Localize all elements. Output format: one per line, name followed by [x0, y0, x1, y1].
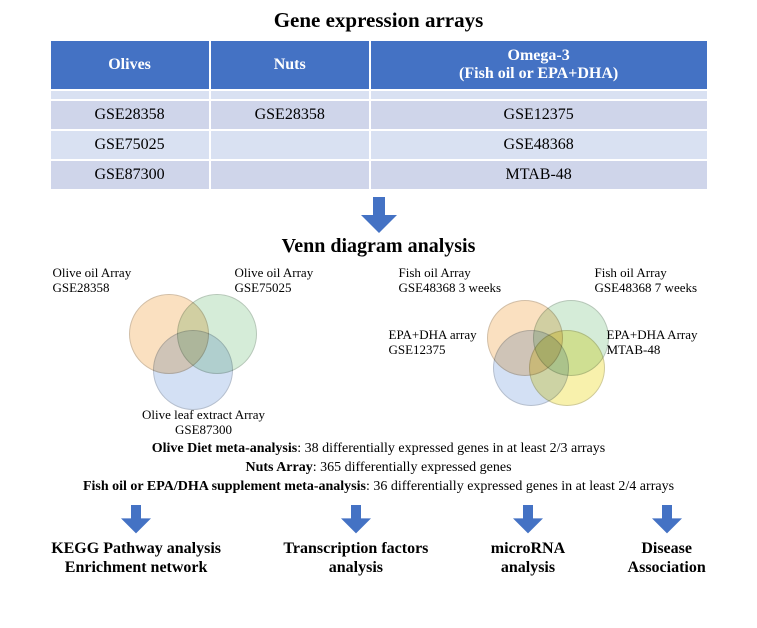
table-cell: GSE12375: [370, 100, 708, 130]
table-cell: GSE28358: [210, 100, 370, 130]
table-header: Olives: [50, 40, 210, 90]
venn-label: EPA+DHA ArrayMTAB-48: [607, 328, 717, 358]
venn-label: Olive oil ArrayGSE75025: [235, 266, 355, 296]
analysis-label: microRNAanalysis: [491, 539, 565, 577]
table-cell: [50, 90, 210, 100]
meta-line1-bold: Olive Diet meta-analysis: [152, 441, 297, 456]
expression-table: OlivesNutsOmega-3(Fish oil or EPA+DHA) G…: [49, 39, 709, 191]
venn-label: Fish oil ArrayGSE48368 3 weeks: [399, 266, 529, 296]
bottom-analyses-row: KEGG Pathway analysisEnrichment network T…: [0, 505, 757, 577]
table-cell: GSE75025: [50, 130, 210, 160]
arrow-down-icon: [359, 197, 399, 233]
venn-title: Venn diagram analysis: [0, 235, 757, 258]
meta-line1-rest: : 38 differentially expressed genes in a…: [297, 441, 605, 456]
venn-left: Olive oil ArrayGSE28358 Olive oil ArrayGS…: [49, 262, 359, 432]
arrow-down-icon: [339, 505, 373, 535]
table-cell: GSE87300: [50, 160, 210, 190]
table-row: GSE87300 MTAB-48: [50, 160, 708, 190]
analysis-column: Transcription factorsanalysis: [283, 505, 428, 577]
arrow-down-icon: [119, 505, 153, 535]
analysis-column: KEGG Pathway analysisEnrichment network: [51, 505, 221, 577]
table-cell: [210, 130, 370, 160]
venn-circle: [529, 330, 605, 406]
analysis-column: DiseaseAssociation: [628, 505, 706, 577]
venn-label: Olive oil ArrayGSE28358: [53, 266, 173, 296]
page-title: Gene expression arrays: [0, 0, 757, 39]
venn-circle: [153, 330, 233, 410]
table-row: GSE28358GSE28358GSE12375: [50, 100, 708, 130]
table-cell: GSE48368: [370, 130, 708, 160]
table-row: [50, 90, 708, 100]
venn-label: EPA+DHA arrayGSE12375: [389, 328, 507, 358]
table-cell: [370, 90, 708, 100]
venn-label: Fish oil ArrayGSE48368 7 weeks: [595, 266, 715, 296]
table-header: Nuts: [210, 40, 370, 90]
table-row: GSE75025 GSE48368: [50, 130, 708, 160]
arrow-down-icon: [511, 505, 545, 535]
table-cell: [210, 90, 370, 100]
venn-row: Olive oil ArrayGSE28358 Olive oil ArrayGS…: [0, 262, 757, 432]
meta-analysis-text: Olive Diet meta-analysis: 38 differentia…: [0, 440, 757, 497]
table-cell: [210, 160, 370, 190]
table-cell: GSE28358: [50, 100, 210, 130]
arrow-down-icon: [650, 505, 684, 535]
analysis-label: Transcription factorsanalysis: [283, 539, 428, 577]
analysis-label: KEGG Pathway analysisEnrichment network: [51, 539, 221, 577]
analysis-column: microRNAanalysis: [491, 505, 565, 577]
venn-right: Fish oil ArrayGSE48368 3 weeksFish oil A…: [399, 262, 709, 432]
venn-label: Olive leaf extract ArrayGSE87300: [119, 408, 289, 438]
meta-line3-rest: : 36 differentially expressed genes in a…: [366, 479, 674, 494]
meta-line3-bold: Fish oil or EPA/DHA supplement meta-anal…: [83, 479, 366, 494]
table-cell: MTAB-48: [370, 160, 708, 190]
meta-line2-rest: : 365 differentially expressed genes: [313, 460, 512, 475]
table-header: Omega-3(Fish oil or EPA+DHA): [370, 40, 708, 90]
analysis-label: DiseaseAssociation: [628, 539, 706, 577]
meta-line2-bold: Nuts Array: [245, 460, 312, 475]
